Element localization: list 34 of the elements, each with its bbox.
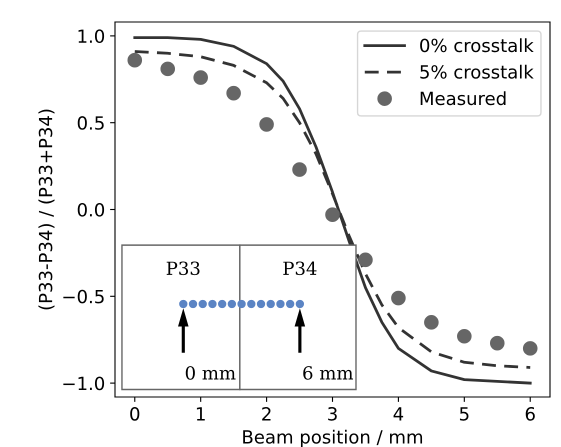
y-tick-label: 0.5 <box>78 116 104 130</box>
x-tick-label: 1 <box>196 407 205 420</box>
x-tick-label: 5 <box>460 407 468 421</box>
point <box>325 207 340 222</box>
point <box>193 70 208 85</box>
point <box>391 290 406 306</box>
annotation: P33 <box>166 261 200 276</box>
legend-label: 5% crosstalk <box>420 64 534 79</box>
y-tick-label: −1.0 <box>63 376 104 390</box>
x-tick-label: 6 <box>526 407 535 421</box>
annotation: 0 mm <box>186 366 236 380</box>
point <box>160 62 176 76</box>
y-axis-title: (P33-P34) / (P33+P34) <box>38 110 55 310</box>
x-axis-title: Beam position / mm <box>243 430 422 447</box>
point <box>259 117 274 132</box>
y-tick-label: 0.0 <box>78 202 104 217</box>
point <box>226 86 241 100</box>
y-tick-label: 1.0 <box>78 29 104 44</box>
point <box>424 315 439 330</box>
x-tick-label: 3 <box>328 407 337 421</box>
point <box>127 52 142 68</box>
x-tick-label: 0 <box>130 407 140 421</box>
legend-label: Measured <box>420 91 506 106</box>
annotation: 6 mm <box>303 366 354 380</box>
x-tick-label: 2 <box>262 407 271 420</box>
point <box>457 328 472 344</box>
annotation: P34 <box>283 261 317 276</box>
legend-label: 0% crosstalk <box>420 38 534 52</box>
y-tick-label: −0.5 <box>63 290 104 304</box>
point <box>292 162 307 177</box>
point <box>358 252 373 268</box>
x-tick-label: 4 <box>394 407 404 420</box>
point <box>490 336 505 350</box>
point <box>522 341 538 356</box>
